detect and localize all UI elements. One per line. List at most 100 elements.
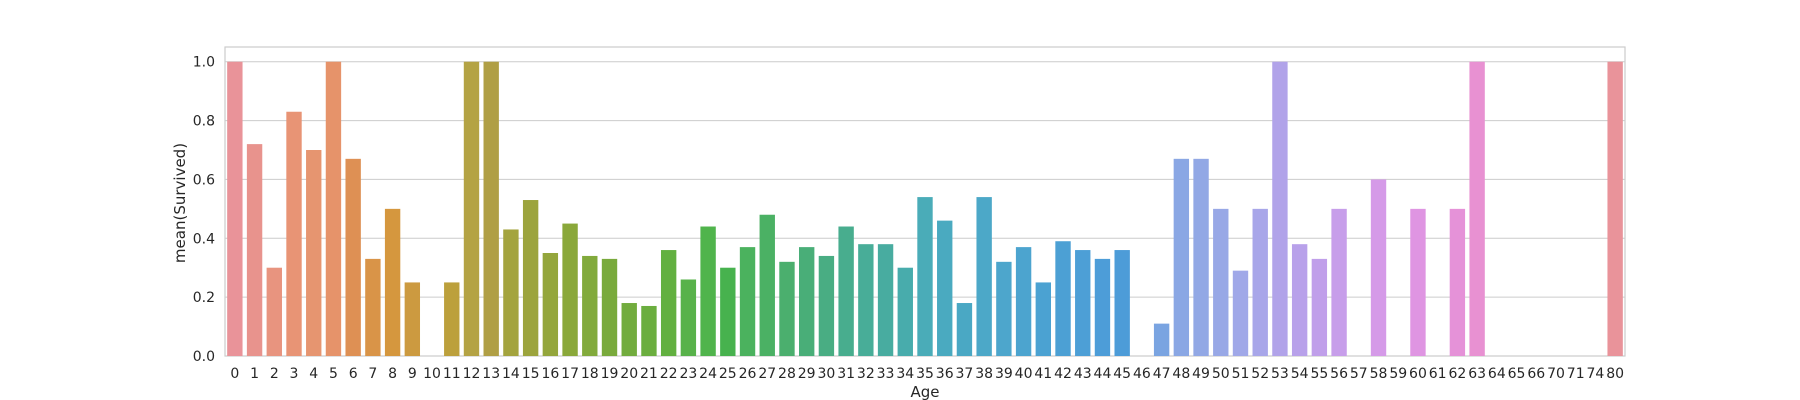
x-tick-label: 15 [522,366,540,382]
x-tick-label: 13 [482,366,500,382]
y-tick-label: 0.0 [193,349,215,365]
bar-age-3 [286,111,302,356]
bar-age-39 [996,261,1012,356]
y-tick-label: 0.4 [193,231,215,247]
bar-age-31 [838,226,854,356]
x-tick-label: 8 [388,366,397,382]
bar-age-28 [779,261,795,356]
x-tick-label: 52 [1251,366,1269,382]
x-tick-label: 32 [857,366,875,382]
bar-age-49 [1193,158,1209,356]
bar-age-27 [759,214,775,356]
x-tick-label: 48 [1172,366,1190,382]
bar-age-37 [956,303,973,356]
bar-age-23 [680,279,697,356]
y-tick-labels: 0.0 0.2 0.4 0.6 0.8 1.0 [193,55,215,365]
bar-age-42 [1055,241,1071,356]
bar-age-58 [1370,179,1387,356]
x-tick-label: 28 [778,366,796,382]
x-tick-label: 70 [1547,366,1565,382]
x-tick-label: 16 [541,366,559,382]
x-tick-label: 66 [1527,366,1545,382]
x-tick-label: 14 [502,366,520,382]
x-tick-label: 53 [1271,366,1289,382]
bar-age-55 [1311,258,1328,356]
x-axis-label: Age [910,383,939,400]
bar-age-54 [1291,244,1308,356]
bar-age-41 [1035,282,1051,356]
x-tick-label: 2 [270,366,279,382]
x-tick-label: 17 [561,366,579,382]
bar-age-6 [345,158,361,356]
bar-age-13 [483,61,499,356]
bar-age-50 [1213,208,1229,356]
x-tick-label: 30 [817,366,835,382]
x-tick-label: 47 [1153,366,1171,382]
x-tick-label: 58 [1370,366,1388,382]
x-tick-label: 29 [798,366,816,382]
bar-age-47 [1153,323,1170,356]
bar-age-26 [739,247,756,356]
x-tick-label: 45 [1113,366,1131,382]
y-tick-label: 0.6 [193,172,215,188]
bar-age-63 [1469,61,1485,356]
bar-age-53 [1272,61,1288,356]
bar-age-24 [700,226,716,356]
x-tick-label: 23 [679,366,697,382]
x-tick-label: 33 [877,366,895,382]
bar-age-48 [1173,158,1190,356]
y-tick-label: 0.2 [193,290,215,306]
bar-age-14 [503,229,519,356]
x-tick-label: 42 [1054,366,1072,382]
bar-age-2 [266,267,282,356]
x-tick-label: 36 [936,366,954,382]
x-tick-label: 18 [581,366,599,382]
x-tick-label: 25 [719,366,737,382]
x-tick-label: 39 [995,366,1013,382]
x-tick-label: 0 [230,366,239,382]
x-tick-label: 34 [896,366,914,382]
bar-age-15 [522,200,539,356]
x-tick-label: 19 [601,366,619,382]
x-tick-label: 49 [1192,366,1210,382]
x-tick-label: 20 [620,366,638,382]
x-tick-label: 3 [290,366,299,382]
x-tick-label: 61 [1429,366,1447,382]
x-tick-labels: 0 1 2 3 4 5 6 7 8 9 10 11 12 13 14 15 16 17 18 19 20 21 22 23 24… [230,366,1624,382]
x-tick-label: 27 [758,366,776,382]
bar-age-20 [621,303,637,356]
x-tick-label: 57 [1350,366,1368,382]
x-tick-label: 24 [699,366,717,382]
x-tick-label: 12 [463,366,481,382]
bar-age-35 [917,197,933,356]
bar-age-34 [897,267,913,356]
bar-age-17 [562,223,578,356]
x-tick-label: 59 [1389,366,1407,382]
bar-age-21 [641,305,657,356]
x-tick-label: 55 [1310,366,1328,382]
x-tick-label: 6 [349,366,358,382]
x-tick-label: 7 [368,366,377,382]
x-tick-label: 62 [1448,366,1466,382]
bar-age-25 [720,267,736,356]
bar-age-80 [1607,61,1623,356]
x-tick-label: 22 [660,366,678,382]
x-tick-label: 80 [1606,366,1624,382]
bar-age-19 [601,258,618,356]
x-tick-label: 1 [250,366,259,382]
bar-age-18 [582,255,598,356]
bar-age-32 [858,244,874,356]
bar-age-60 [1410,208,1426,356]
y-axis-label: mean(Survived) [171,143,189,263]
bar-age-8 [384,208,401,356]
x-tick-label: 38 [975,366,993,382]
x-tick-label: 41 [1034,366,1052,382]
x-tick-label: 5 [329,366,338,382]
bar-age-9 [404,282,421,356]
x-tick-label: 4 [309,366,318,382]
x-tick-label: 54 [1291,366,1309,382]
x-tick-label: 71 [1567,366,1585,382]
x-tick-label: 51 [1232,366,1250,382]
bar-age-5 [325,61,342,356]
